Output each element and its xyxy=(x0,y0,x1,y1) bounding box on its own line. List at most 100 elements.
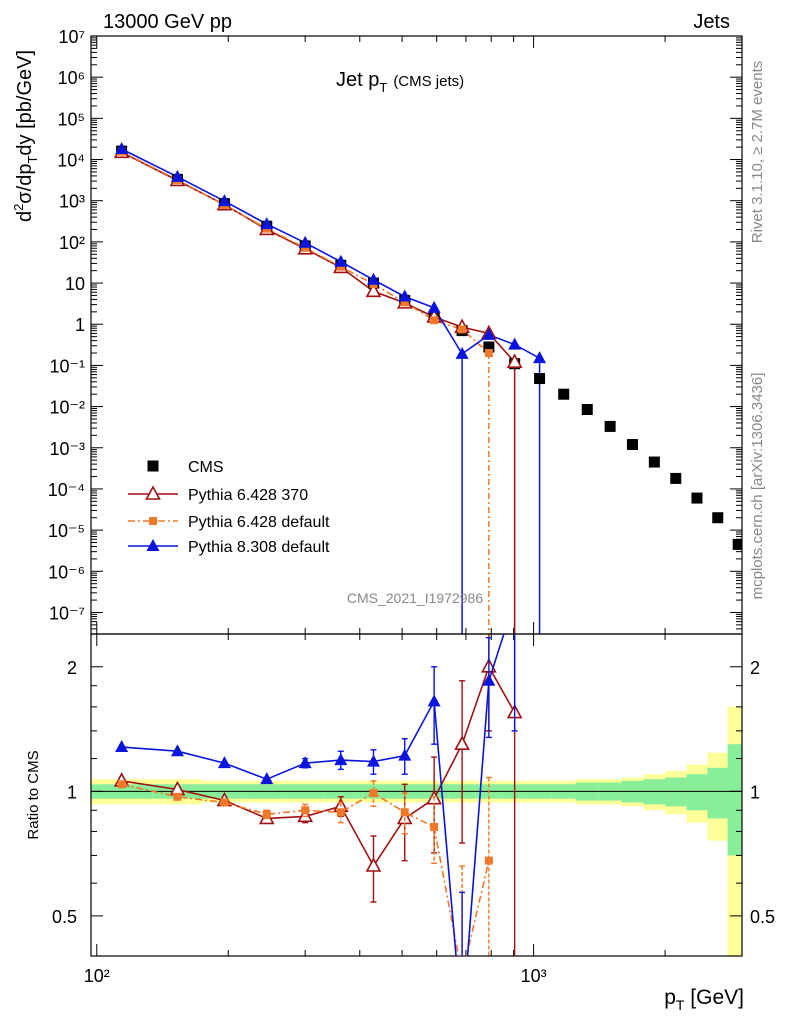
y-tick-label: 10⁻¹ xyxy=(49,356,85,376)
data-point xyxy=(691,492,703,504)
ratio-data-point xyxy=(260,772,274,785)
ratio-y-tick-label-right: 0.5 xyxy=(750,907,775,927)
data-point xyxy=(217,194,231,207)
main-series-group xyxy=(113,142,742,634)
ratio-data-point xyxy=(117,780,126,789)
x-tick-label: 10³ xyxy=(521,966,547,986)
ratio-y-axis-label: Ratio to CMS xyxy=(25,750,42,839)
ratio-data-point xyxy=(336,808,345,817)
y-tick-label: 10⁷ xyxy=(58,27,85,47)
data-point xyxy=(334,254,348,267)
ratio-data-point xyxy=(173,792,182,801)
ratio-data-point xyxy=(301,806,310,815)
ratio-data-point xyxy=(297,807,314,823)
ratio-data-point xyxy=(400,808,409,817)
data-point xyxy=(558,388,570,400)
data-point xyxy=(430,316,439,325)
ratio-data-point xyxy=(458,971,466,979)
data-point xyxy=(400,298,409,307)
data-point xyxy=(506,353,523,368)
ratio-data-point xyxy=(334,753,348,766)
legend-label: Pythia 8.308 default xyxy=(188,539,330,556)
data-point xyxy=(398,289,412,302)
mcplots-label: mcplots.cern.ch [arXiv:1306.3436] xyxy=(749,373,766,600)
ratio-data-point xyxy=(217,756,231,769)
ratio-series-line xyxy=(121,634,505,956)
header-left-label: 13000 GeV pp xyxy=(103,11,232,33)
green-band-segment xyxy=(727,744,742,856)
header-right-label: Jets xyxy=(693,11,730,33)
y-tick-label: 10 xyxy=(65,274,85,294)
main-y-axis-label: d2σ/dpTdy [pb/GeV] xyxy=(11,50,40,222)
ratio-data-point xyxy=(454,735,470,750)
y-tick-label: 10³ xyxy=(59,192,85,212)
data-point xyxy=(648,456,660,468)
data-point xyxy=(365,282,382,298)
green-band-segment xyxy=(665,777,687,807)
ratio-y-tick-label: 1 xyxy=(67,782,77,802)
legend-label: Pythia 6.428 default xyxy=(188,514,330,531)
ratio-plot-frame xyxy=(90,633,743,957)
green-band-segment xyxy=(686,774,708,811)
data-point xyxy=(626,439,638,451)
ratio-data-point xyxy=(115,739,129,752)
ratio-y-tick-label: 2 xyxy=(67,658,77,678)
ratio-series-line xyxy=(121,664,516,868)
ratio-plot-panel: 10² 10³ 0.5 0.5 1 1 2 2 xyxy=(52,633,775,1024)
ratio-data-point xyxy=(430,822,439,831)
y-tick-label: 10⁻² xyxy=(49,398,85,418)
data-point xyxy=(581,403,593,415)
ratio-data-point xyxy=(220,798,229,807)
legend-marker xyxy=(146,539,160,551)
x-tick-label: 10² xyxy=(84,966,110,986)
y-tick-label: 10² xyxy=(59,233,85,253)
data-point xyxy=(260,217,274,230)
x-axis-label: pT [GeV] xyxy=(664,986,744,1013)
y-tick-label: 10⁻⁷ xyxy=(49,603,85,623)
y-tick-label: 10⁻⁶ xyxy=(48,562,85,582)
series-line xyxy=(121,148,540,359)
legend-item: Pythia 6.428 default xyxy=(128,514,330,531)
y-tick-label: 10⁻⁵ xyxy=(48,521,85,541)
y-tick-label: 10⁻³ xyxy=(49,439,85,459)
y-tick-label: 1 xyxy=(75,315,85,335)
ratio-series-line xyxy=(121,783,490,956)
data-point xyxy=(298,235,312,248)
data-point xyxy=(670,472,682,484)
ratio-series-group xyxy=(113,634,523,1024)
y-tick-label: 10⁴ xyxy=(57,151,85,171)
legend-label: Pythia 6.428 370 xyxy=(188,487,308,504)
ratio-uncertainty-bands xyxy=(91,706,742,956)
ratio-data-point xyxy=(484,856,493,865)
legend-item: CMS xyxy=(147,459,224,476)
data-point xyxy=(712,512,724,524)
legend-marker xyxy=(147,460,159,472)
ratio-data-point xyxy=(170,744,184,757)
main-plot-panel: 10⁻⁷ 10⁻⁶ 10⁻⁵ 10⁻⁴ 10⁻³ 10⁻² 10⁻¹ 1 10 10² 10³ 10⁴… xyxy=(48,27,743,635)
data-point xyxy=(482,327,496,340)
legend: CMS Pythia 6.428 370 Pythia 6.428 default P… xyxy=(128,459,330,556)
ratio-data-point xyxy=(365,857,382,872)
green-band-segment xyxy=(707,767,728,819)
ratio-y-tick-label: 0.5 xyxy=(52,907,77,927)
legend-label: CMS xyxy=(188,459,224,476)
y-tick-label: 10⁶ xyxy=(58,68,85,88)
data-point xyxy=(508,337,522,350)
data-point xyxy=(455,346,469,359)
analysis-watermark: CMS_2021_I1972986 xyxy=(347,590,483,606)
legend-marker xyxy=(145,485,161,500)
data-point xyxy=(483,341,495,353)
data-point xyxy=(484,349,493,358)
ratio-data-point xyxy=(398,748,412,761)
ratio-data-point xyxy=(262,810,271,819)
ratio-data-point xyxy=(456,1020,469,1024)
data-point xyxy=(458,325,467,334)
legend-item: Pythia 6.428 370 xyxy=(128,485,308,504)
data-point xyxy=(732,538,742,550)
data-point xyxy=(533,351,547,364)
data-point xyxy=(604,420,616,432)
ratio-data-point xyxy=(298,756,312,769)
y-tick-label: 10⁻⁴ xyxy=(48,480,85,500)
ratio-data-point xyxy=(427,694,441,707)
ratio-data-point xyxy=(369,789,378,798)
